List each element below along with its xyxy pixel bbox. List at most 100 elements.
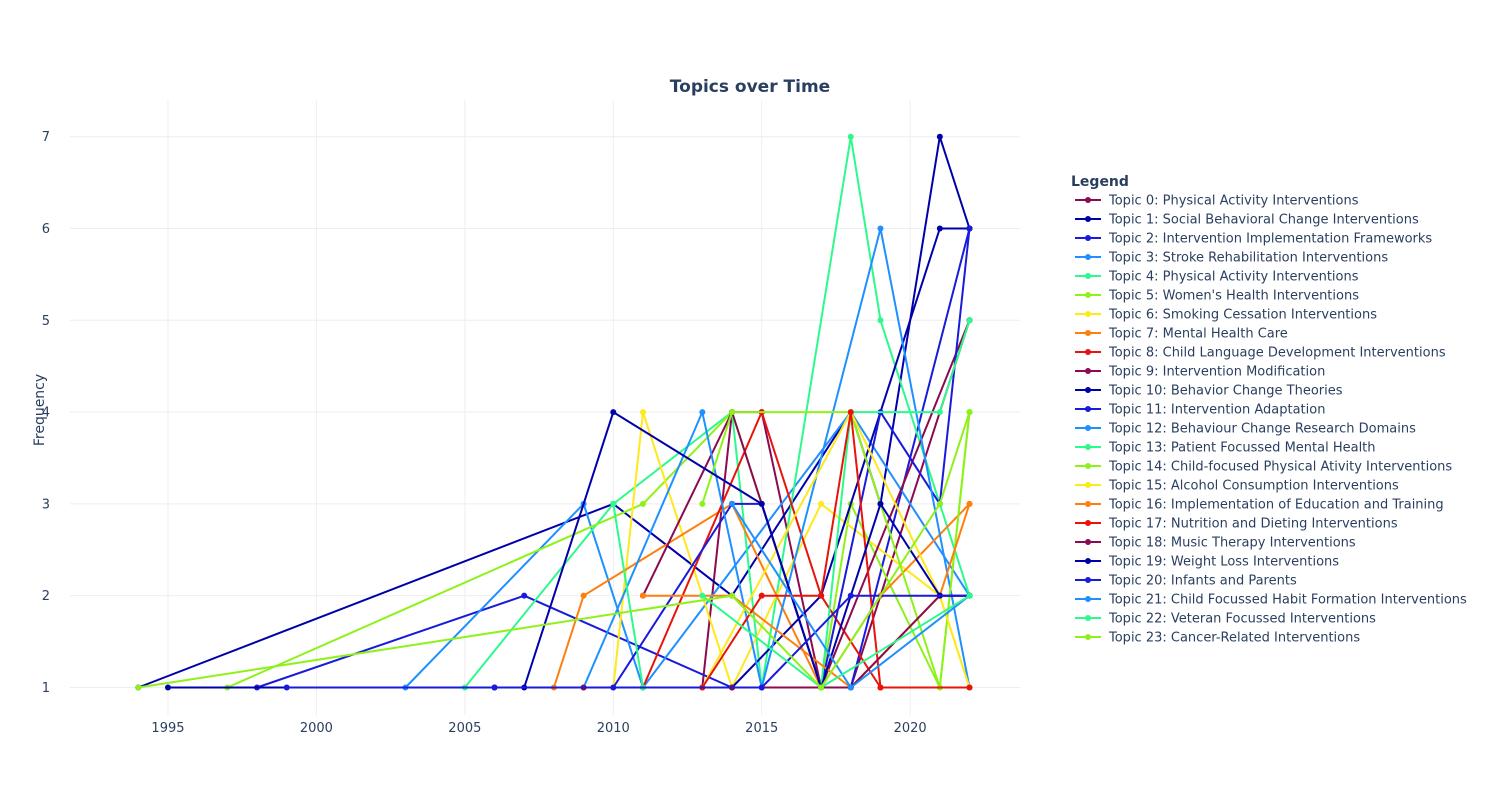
legend-item-topic-23[interactable]: Topic 23: Cancer-Related Interventions [1075, 631, 1360, 646]
legend-swatch-marker [1085, 558, 1091, 564]
legend-label: Topic 11: Intervention Adaptation [1108, 403, 1325, 418]
x-tick-label: 2020 [894, 721, 927, 736]
legend-swatch-marker [1085, 463, 1091, 469]
data-point [491, 684, 498, 691]
legend-swatch-marker [1085, 444, 1091, 450]
series-line [494, 594, 970, 689]
data-point [847, 409, 854, 416]
legend-swatch-marker [1085, 216, 1091, 222]
legend-item-topic-20[interactable]: Topic 20: Infants and Parents [1075, 574, 1297, 589]
legend-swatch-marker [1085, 501, 1091, 507]
series-topic-11 [283, 225, 973, 691]
data-point [966, 592, 973, 599]
data-point [758, 592, 765, 599]
data-point [936, 225, 943, 232]
legend-item-topic-12[interactable]: Topic 12: Behaviour Change Research Doma… [1075, 422, 1416, 437]
data-point [847, 684, 854, 691]
data-point [966, 500, 973, 507]
legend: Legend Topic 0: Physical Activity Interv… [1071, 174, 1467, 646]
y-tick-label: 1 [42, 681, 50, 696]
legend-swatch-marker [1085, 577, 1091, 583]
data-point [966, 409, 973, 416]
data-point [847, 133, 854, 140]
legend-swatch-marker [1085, 406, 1091, 412]
legend-swatch-marker [1085, 387, 1091, 393]
legend-label: Topic 7: Mental Health Care [1108, 327, 1288, 342]
legend-item-topic-10[interactable]: Topic 10: Behavior Change Theories [1075, 384, 1343, 399]
legend-item-topic-2[interactable]: Topic 2: Intervention Implementation Fra… [1075, 232, 1432, 247]
chart-title: Topics over Time [670, 77, 830, 97]
legend-label: Topic 15: Alcohol Consumption Interventi… [1108, 479, 1399, 494]
data-point [758, 684, 765, 691]
legend-swatch-marker [1085, 539, 1091, 545]
legend-label: Topic 22: Veteran Focussed Interventions [1108, 612, 1376, 627]
data-point [610, 500, 617, 507]
legend-item-topic-18[interactable]: Topic 18: Music Therapy Interventions [1075, 536, 1356, 551]
legend-item-topic-21[interactable]: Topic 21: Child Focussed Habit Formation… [1075, 593, 1467, 608]
legend-item-topic-0[interactable]: Topic 0: Physical Activity Interventions [1075, 194, 1359, 209]
legend-label: Topic 8: Child Language Development Inte… [1108, 346, 1446, 361]
data-point [729, 592, 736, 599]
x-tick-label: 2010 [597, 721, 630, 736]
legend-swatch-marker [1085, 273, 1091, 279]
legend-label: Topic 16: Implementation of Education an… [1108, 498, 1444, 513]
data-point [966, 317, 973, 324]
legend-label: Topic 13: Patient Focussed Mental Health [1108, 441, 1376, 456]
y-tick-label: 4 [42, 406, 50, 421]
legend-item-topic-15[interactable]: Topic 15: Alcohol Consumption Interventi… [1075, 479, 1399, 494]
legend-item-topic-3[interactable]: Topic 3: Stroke Rehabilitation Intervent… [1075, 251, 1388, 266]
legend-item-topic-22[interactable]: Topic 22: Veteran Focussed Interventions [1075, 612, 1376, 627]
legend-item-topic-8[interactable]: Topic 8: Child Language Development Inte… [1075, 346, 1446, 361]
legend-label: Topic 10: Behavior Change Theories [1108, 384, 1343, 399]
series-topic-23 [135, 409, 973, 691]
legend-swatch-marker [1085, 425, 1091, 431]
legend-item-topic-19[interactable]: Topic 19: Weight Loss Interventions [1075, 555, 1339, 570]
legend-item-topic-6[interactable]: Topic 6: Smoking Cessation Interventions [1075, 308, 1377, 323]
data-point [699, 409, 706, 416]
y-tick-label: 5 [42, 314, 50, 329]
legend-title: Legend [1071, 174, 1129, 190]
data-point [521, 592, 528, 599]
y-tick-label: 7 [42, 130, 50, 145]
data-point [639, 500, 646, 507]
legend-item-topic-14[interactable]: Topic 14: Child-focused Physical Ativity… [1075, 460, 1452, 475]
legend-label: Topic 1: Social Behavioral Change Interv… [1108, 213, 1419, 228]
data-point [877, 317, 884, 324]
legend-item-topic-7[interactable]: Topic 7: Mental Health Care [1075, 327, 1288, 342]
data-point [966, 225, 973, 232]
legend-item-topic-13[interactable]: Topic 13: Patient Focussed Mental Health [1075, 441, 1376, 456]
data-point [877, 500, 884, 507]
data-point [639, 409, 646, 416]
legend-item-topic-17[interactable]: Topic 17: Nutrition and Dieting Interven… [1075, 517, 1398, 532]
series-line [701, 411, 970, 689]
series-topic-17 [699, 409, 973, 691]
y-tick-label: 6 [42, 222, 50, 237]
legend-swatch-marker [1085, 634, 1091, 640]
legend-item-topic-16[interactable]: Topic 16: Implementation of Education an… [1075, 498, 1444, 513]
y-tick-label: 3 [42, 497, 50, 512]
legend-label: Topic 4: Physical Activity Interventions [1108, 270, 1359, 285]
series-line [286, 228, 971, 689]
data-point [936, 133, 943, 140]
data-point [699, 500, 706, 507]
data-point [877, 684, 884, 691]
legend-label: Topic 6: Smoking Cessation Interventions [1108, 308, 1377, 323]
legend-label: Topic 0: Physical Activity Interventions [1108, 194, 1359, 209]
legend-swatch-marker [1085, 197, 1091, 203]
legend-swatch-marker [1085, 330, 1091, 336]
legend-item-topic-4[interactable]: Topic 4: Physical Activity Interventions [1075, 270, 1359, 285]
data-point [699, 592, 706, 599]
legend-label: Topic 17: Nutrition and Dieting Interven… [1108, 517, 1398, 532]
legend-item-topic-11[interactable]: Topic 11: Intervention Adaptation [1075, 403, 1325, 418]
legend-label: Topic 21: Child Focussed Habit Formation… [1108, 593, 1467, 608]
y-axis-label: Frequency [32, 374, 48, 446]
legend-item-topic-1[interactable]: Topic 1: Social Behavioral Change Interv… [1075, 213, 1419, 228]
legend-label: Topic 5: Women's Health Interventions [1108, 289, 1359, 304]
legend-item-topic-5[interactable]: Topic 5: Women's Health Interventions [1075, 289, 1359, 304]
data-point [758, 500, 765, 507]
legend-swatch-marker [1085, 311, 1091, 317]
data-point [847, 592, 854, 599]
legend-item-topic-9[interactable]: Topic 9: Intervention Modification [1075, 365, 1325, 380]
legend-swatch-marker [1085, 368, 1091, 374]
